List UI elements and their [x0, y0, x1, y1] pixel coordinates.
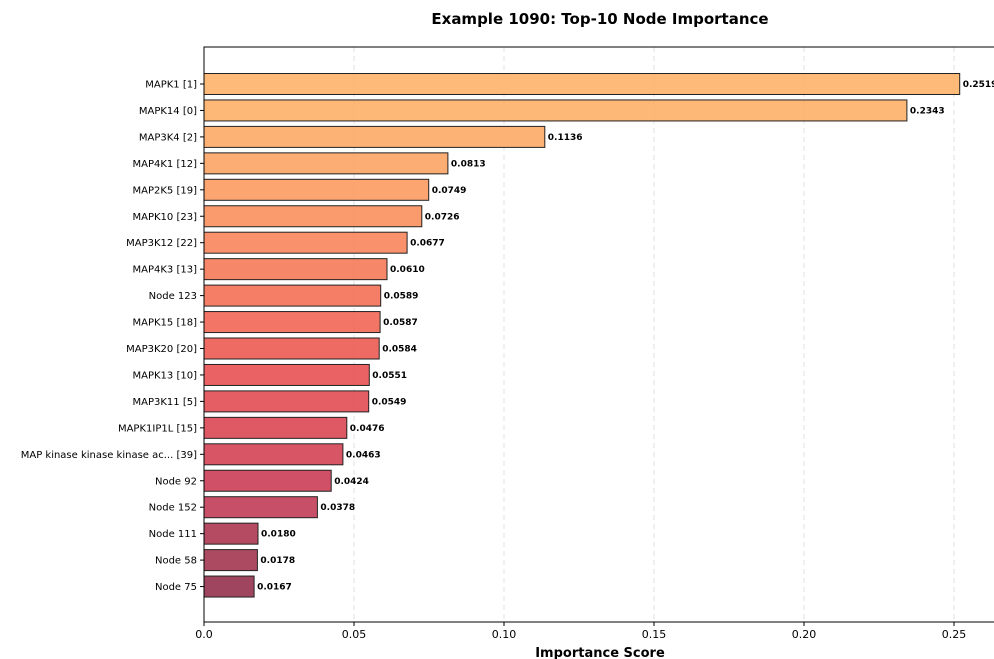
- y-tick-label: Node 92: [155, 476, 197, 487]
- bar: [203, 311, 381, 334]
- bar-value-label: 0.2519: [963, 80, 994, 90]
- bar-value-label: 0.0476: [350, 424, 385, 434]
- y-tick-label: MAPK1 [1]: [145, 80, 197, 91]
- bar: [203, 443, 344, 466]
- y-tick-label: MAP3K11 [5]: [133, 397, 198, 408]
- x-tick-label: 0.20: [792, 628, 817, 641]
- bar-value-label: 0.0424: [334, 477, 369, 487]
- bar-value-label: 0.0180: [261, 530, 296, 540]
- bar-value-label: 0.0749: [432, 186, 467, 196]
- grid-lines: [353, 47, 955, 622]
- bar-value-label: 0.0610: [390, 265, 425, 275]
- bar: [203, 99, 908, 122]
- bar-value-label: 0.0378: [320, 503, 355, 513]
- bar: [203, 522, 259, 545]
- y-tick-label: Node 111: [149, 529, 197, 540]
- y-tick-labels: MAPK1 [1] MAPK14 [0] MAP3K4 [2] MAP4K1 [12]…: [21, 80, 204, 593]
- y-tick-label: Node 58: [155, 556, 197, 567]
- bar-value-label: 0.0549: [372, 397, 407, 407]
- y-tick-label: MAPK1IP1L [15]: [118, 423, 197, 434]
- bar-value-label: 0.0178: [260, 556, 295, 566]
- bar-value-label: 0.0726: [425, 212, 460, 222]
- x-tick-label: 0.15: [642, 628, 667, 641]
- bar-value-label: 0.0587: [383, 318, 418, 328]
- x-tick-label: 0.10: [492, 628, 517, 641]
- bar: [203, 363, 370, 386]
- chart-title: Example 1090: Top-10 Node Importance: [431, 10, 768, 28]
- y-tick-label: MAPK10 [23]: [133, 212, 198, 223]
- bar: [203, 284, 382, 307]
- bars: [203, 73, 961, 598]
- bar-value-label: 0.0677: [410, 239, 445, 249]
- x-ticks: 0.0 0.05 0.10 0.15 0.20 0.25: [195, 622, 966, 641]
- bar: [203, 231, 408, 254]
- x-tick-label: 0.25: [942, 628, 967, 641]
- bar: [203, 73, 961, 95]
- bar: [203, 337, 380, 360]
- bar: [203, 390, 370, 413]
- y-tick-label: MAPK13 [10]: [133, 370, 198, 381]
- bar-value-label: 0.2343: [910, 106, 945, 116]
- bar: [203, 152, 449, 175]
- bar: [203, 496, 318, 519]
- y-tick-label: MAP4K3 [13]: [133, 265, 198, 276]
- bar: [203, 125, 546, 148]
- y-tick-label: MAP3K20 [20]: [126, 344, 197, 355]
- bar-value-label: 0.0463: [346, 450, 381, 460]
- bar: [203, 575, 255, 598]
- y-tick-label: Node 75: [155, 582, 197, 593]
- y-tick-label: Node 152: [149, 503, 197, 514]
- x-tick-label: 0.05: [342, 628, 367, 641]
- y-tick-label: MAPK14 [0]: [139, 106, 197, 117]
- y-tick-label: MAP kinase kinase kinase ac... [39]: [21, 450, 197, 461]
- y-tick-label: MAPK15 [18]: [133, 318, 198, 329]
- y-tick-label: MAP4K1 [12]: [133, 159, 198, 170]
- bar-value-label: 0.0584: [382, 345, 417, 355]
- bar-value-label: 0.0589: [384, 292, 419, 302]
- y-tick-label: Node 123: [149, 291, 197, 302]
- bar: [203, 205, 423, 228]
- bar: [203, 178, 430, 201]
- bar-value-label: 0.0551: [372, 371, 407, 381]
- y-tick-label: MAP2K5 [19]: [133, 185, 198, 196]
- y-tick-label: MAP3K12 [22]: [126, 238, 197, 249]
- bar: [203, 258, 388, 281]
- bar: [203, 469, 332, 492]
- bar-value-label: 0.0813: [451, 159, 486, 169]
- bar-value-label: 0.0167: [257, 583, 292, 593]
- value-labels: 0.2519 0.2343 0.1136 0.0813 0.0749 0.0726 0.06…: [257, 80, 994, 593]
- bar-value-label: 0.1136: [548, 133, 583, 143]
- plot-area-frame: [203, 46, 994, 623]
- bar: [203, 549, 258, 572]
- y-tick-label: MAP3K4 [2]: [139, 132, 197, 143]
- bar: [203, 416, 348, 439]
- x-tick-label: 0.0: [195, 628, 213, 641]
- x-axis-label: Importance Score: [535, 646, 665, 659]
